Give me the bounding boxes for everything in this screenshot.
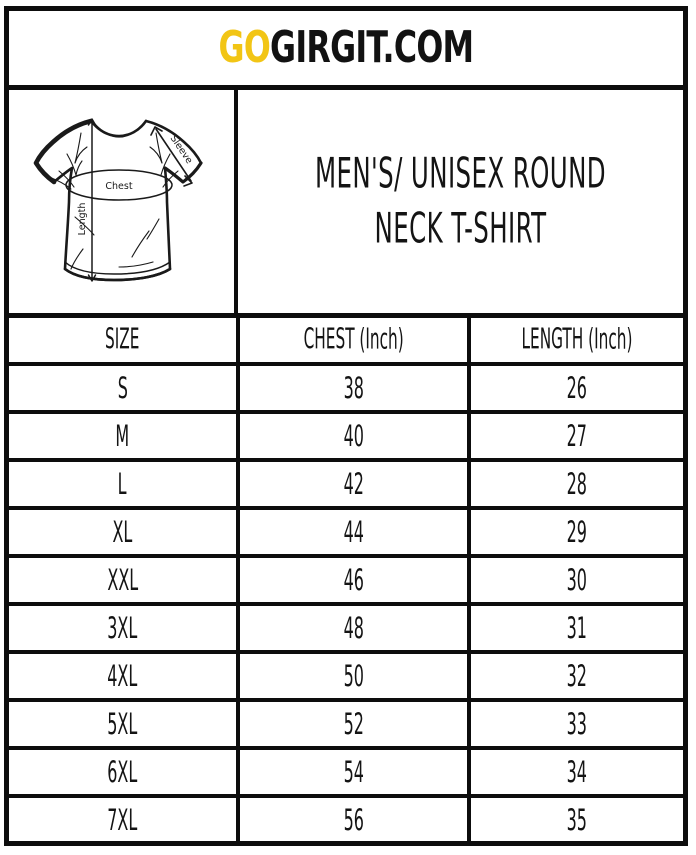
cell-size: 3XL [9,604,240,654]
brand-logo-highlight: GO [218,22,271,73]
column-header-length: LENGTH (Inch) [469,318,683,366]
table-row: 4XL 50 32 [9,652,683,702]
length-value: 29 [566,514,588,549]
tshirt-diagram-icon: Chest Length Sleeve [33,118,203,282]
cell-length: 31 [469,604,683,654]
length-value: 32 [566,658,588,693]
footnote-cell: Sizes may rarely vary in the range of +/… [9,844,683,846]
page-title: MEN'S/ UNISEX ROUND NECK T-SHIRT [314,149,607,253]
cell-size: 7XL [9,796,240,841]
chest-value: 42 [343,466,364,501]
cell-size: 4XL [9,652,240,702]
size-value: 7XL [107,802,138,837]
cell-length: 34 [469,748,683,798]
size-value: XL [112,514,133,549]
brand-header: GO GIRGIT.COM [9,11,683,90]
size-table: SIZE CHEST (Inch) LENGTH (Inch) S 38 26 … [9,318,683,846]
chest-value: 48 [343,610,364,645]
length-value: 31 [566,610,588,645]
cell-length: 30 [469,556,683,606]
table-row: M 40 27 [9,412,683,462]
length-value: 35 [566,802,588,837]
table-row: XXL 46 30 [9,556,683,606]
size-value: 6XL [107,754,138,789]
size-value: 5XL [107,706,138,741]
table-row: XL 44 29 [9,508,683,558]
table-row: S 38 26 [9,364,683,414]
chest-value: 46 [343,562,364,597]
size-table-body: S 38 26 M 40 27 L 42 28 XL 44 29 XXL 46 [9,364,683,846]
cell-size: S [9,364,240,414]
cell-size: 6XL [9,748,240,798]
cell-length: 27 [469,412,683,462]
cell-chest: 50 [238,652,471,702]
size-value: S [117,370,128,405]
column-header-chest-label: CHEST (Inch) [303,323,404,356]
cell-size: XXL [9,556,240,606]
table-header-row: SIZE CHEST (Inch) LENGTH (Inch) [9,318,683,366]
chest-value: 40 [343,418,364,453]
size-chart: GO GIRGIT.COM [4,6,688,846]
size-value: 4XL [107,658,138,693]
footnote-row: Sizes may rarely vary in the range of +/… [9,844,683,846]
cell-length: 33 [469,700,683,750]
cell-chest: 40 [238,412,471,462]
chest-value: 56 [343,802,364,837]
cell-length: 35 [469,796,683,841]
cell-chest: 54 [238,748,471,798]
cell-length: 32 [469,652,683,702]
chest-value: 50 [343,658,364,693]
brand-logo: GO GIRGIT.COM [218,22,475,73]
column-header-size: SIZE [9,318,240,366]
cell-length: 29 [469,508,683,558]
cell-size: XL [9,508,240,558]
cell-chest: 56 [238,796,471,841]
size-value: M [115,418,130,453]
size-table-head: SIZE CHEST (Inch) LENGTH (Inch) [9,318,683,366]
cell-chest: 38 [238,364,471,414]
length-value: 30 [566,562,588,597]
table-row: 6XL 54 34 [9,748,683,798]
table-row: L 42 28 [9,460,683,510]
cell-chest: 44 [238,508,471,558]
size-value: XXL [107,562,138,597]
column-header-size-label: SIZE [105,323,140,356]
hero-band: Chest Length Sleeve MEN'S/ UNISEX ROUND … [9,90,683,318]
size-value: L [118,466,127,501]
cell-chest: 48 [238,604,471,654]
cell-chest: 52 [238,700,471,750]
length-value: 27 [566,418,588,453]
cell-chest: 46 [238,556,471,606]
chest-value: 44 [343,514,364,549]
tshirt-illustration-cell: Chest Length Sleeve [9,90,238,313]
column-header-chest: CHEST (Inch) [238,318,471,366]
chest-value: 52 [343,706,364,741]
column-header-length-label: LENGTH (Inch) [521,323,633,356]
table-row: 3XL 48 31 [9,604,683,654]
cell-size: M [9,412,240,462]
product-title-cell: MEN'S/ UNISEX ROUND NECK T-SHIRT [238,90,683,313]
length-value: 26 [566,370,588,405]
table-row: 5XL 52 33 [9,700,683,750]
chest-value: 38 [343,370,364,405]
chest-label: Chest [105,181,132,192]
length-value: 34 [566,754,588,789]
table-row: 7XL 56 35 [9,796,683,841]
length-value: 28 [566,466,588,501]
cell-chest: 42 [238,460,471,510]
length-value: 33 [566,706,588,741]
cell-length: 28 [469,460,683,510]
cell-length: 26 [469,364,683,414]
length-label: Length [77,203,88,236]
size-value: 3XL [107,610,138,645]
brand-logo-rest: GIRGIT.COM [270,22,474,73]
chest-value: 54 [343,754,364,789]
cell-size: L [9,460,240,510]
cell-size: 5XL [9,700,240,750]
